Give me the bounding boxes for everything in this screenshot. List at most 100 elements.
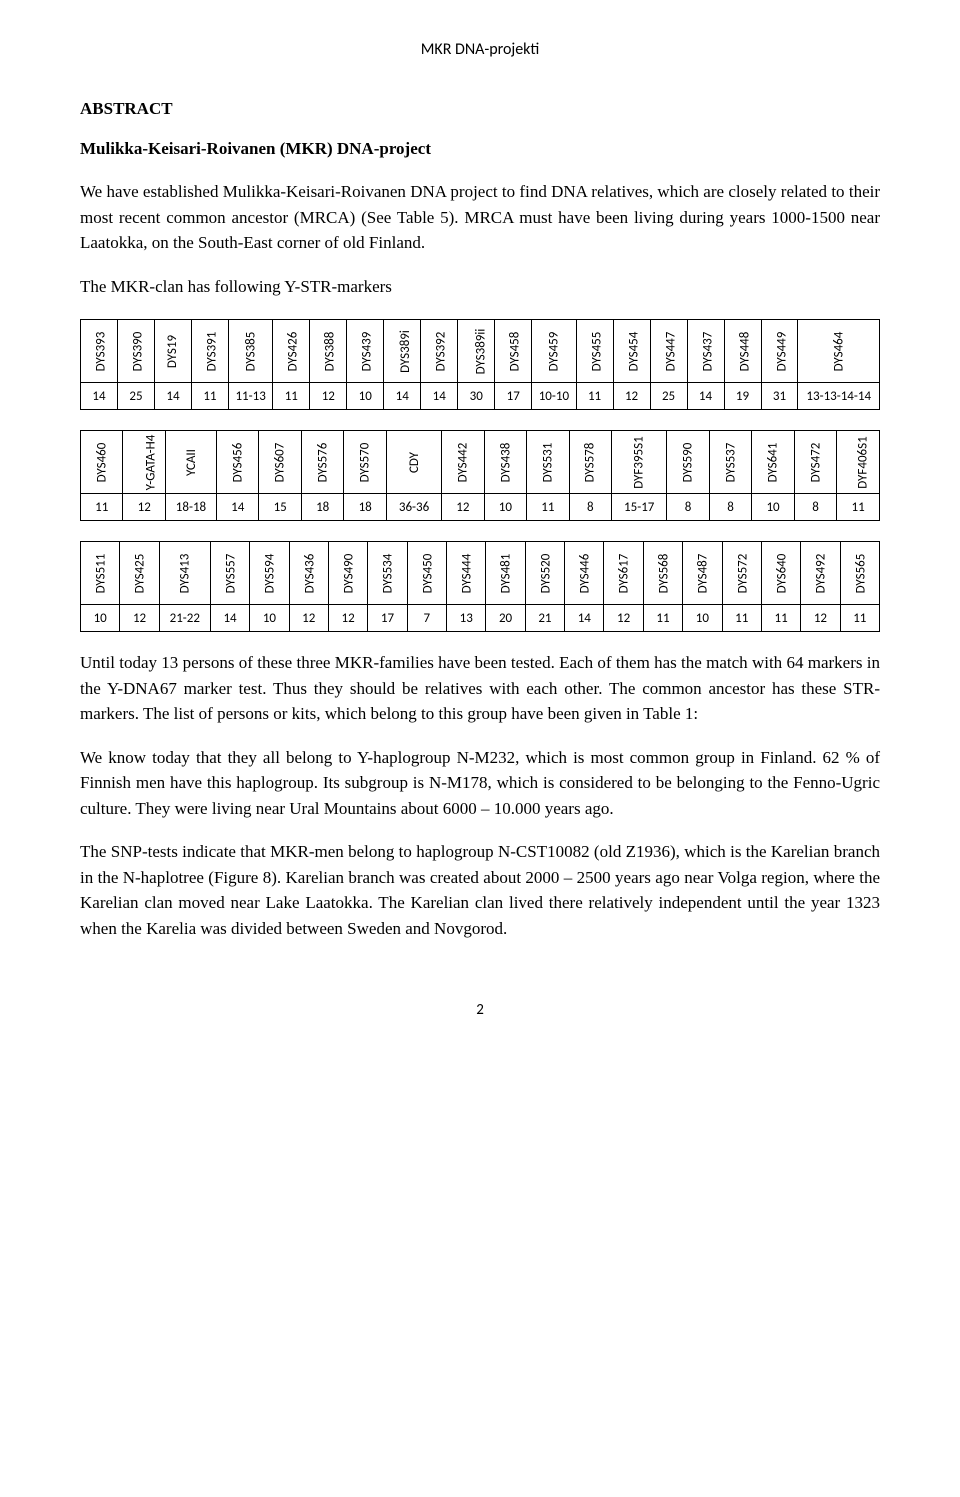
marker-header: DYS454 xyxy=(613,320,650,383)
marker-value: 31 xyxy=(761,383,798,410)
page-number: 2 xyxy=(80,1001,880,1019)
marker-value: 13 xyxy=(447,605,486,632)
marker-value: 30 xyxy=(458,383,495,410)
marker-header: YCAII xyxy=(165,431,216,494)
paragraph-5: The SNP-tests indicate that MKR-men belo… xyxy=(80,839,880,941)
marker-table-2: DYS460Y-GATA-H4YCAIIDYS456DYS607DYS576DY… xyxy=(80,430,880,521)
marker-header: DYS19 xyxy=(154,320,191,383)
marker-header: DYS426 xyxy=(273,320,310,383)
marker-header: DYS460 xyxy=(81,431,123,494)
abstract-heading: ABSTRACT xyxy=(80,99,880,119)
marker-value: 17 xyxy=(495,383,532,410)
marker-header: DYS572 xyxy=(722,542,761,605)
marker-header: DYS449 xyxy=(761,320,798,383)
marker-header: DYS442 xyxy=(442,431,484,494)
marker-value: 11-13 xyxy=(228,383,272,410)
marker-value: 21-22 xyxy=(159,605,210,632)
marker-header: DYS568 xyxy=(643,542,682,605)
marker-value: 20 xyxy=(486,605,525,632)
marker-header: DYS534 xyxy=(368,542,407,605)
marker-value: 11 xyxy=(191,383,228,410)
paragraph-1: We have established Mulikka-Keisari-Roiv… xyxy=(80,179,880,256)
marker-header: DYS520 xyxy=(525,542,564,605)
marker-value: 11 xyxy=(722,605,761,632)
marker-value: 18 xyxy=(301,494,343,521)
marker-header: DYS511 xyxy=(81,542,120,605)
marker-value: 14 xyxy=(216,494,258,521)
marker-value: 11 xyxy=(840,605,879,632)
page: MKR DNA-projekti ABSTRACT Mulikka-Keisar… xyxy=(0,0,960,1059)
marker-value: 10 xyxy=(347,383,384,410)
marker-table-3: DYS511DYS425DYS413DYS557DYS594DYS436DYS4… xyxy=(80,541,880,632)
marker-value: 10 xyxy=(752,494,794,521)
marker-value: 8 xyxy=(794,494,836,521)
marker-header: DYS565 xyxy=(840,542,879,605)
marker-value: 11 xyxy=(643,605,682,632)
marker-value: 8 xyxy=(709,494,751,521)
marker-value: 14 xyxy=(154,383,191,410)
marker-value: 11 xyxy=(81,494,123,521)
marker-value: 10-10 xyxy=(532,383,576,410)
marker-header: DYS392 xyxy=(421,320,458,383)
marker-header: DYS439 xyxy=(347,320,384,383)
marker-header: DYS444 xyxy=(447,542,486,605)
abstract-subtitle: Mulikka-Keisari-Roivanen (MKR) DNA-proje… xyxy=(80,139,880,159)
marker-header: DYS450 xyxy=(407,542,446,605)
marker-header: DYS557 xyxy=(210,542,249,605)
marker-value: 10 xyxy=(484,494,526,521)
marker-value: 17 xyxy=(368,605,407,632)
marker-header: DYS576 xyxy=(301,431,343,494)
marker-header: DYS641 xyxy=(752,431,794,494)
marker-header: DYS455 xyxy=(576,320,613,383)
marker-value: 15 xyxy=(259,494,301,521)
marker-header: DYS607 xyxy=(259,431,301,494)
marker-header: DYS570 xyxy=(344,431,386,494)
marker-header: DYS437 xyxy=(687,320,724,383)
page-header-title: MKR DNA-projekti xyxy=(80,40,880,59)
marker-value: 14 xyxy=(384,383,421,410)
marker-header: DYS438 xyxy=(484,431,526,494)
marker-value: 12 xyxy=(310,383,347,410)
marker-header: DYS413 xyxy=(159,542,210,605)
marker-header: DYS447 xyxy=(650,320,687,383)
marker-header: DYS389i xyxy=(384,320,421,383)
marker-value: 25 xyxy=(117,383,154,410)
marker-value: 10 xyxy=(81,605,120,632)
marker-value: 12 xyxy=(328,605,367,632)
marker-value: 12 xyxy=(613,383,650,410)
marker-header: DYF406S1 xyxy=(837,431,880,494)
marker-header: DYS640 xyxy=(761,542,800,605)
marker-header: DYS446 xyxy=(565,542,604,605)
marker-header: DYS391 xyxy=(191,320,228,383)
marker-value: 19 xyxy=(724,383,761,410)
marker-value: 18-18 xyxy=(165,494,216,521)
marker-header: DYS458 xyxy=(495,320,532,383)
marker-value: 11 xyxy=(527,494,569,521)
marker-value: 11 xyxy=(273,383,310,410)
marker-header: DYS393 xyxy=(81,320,118,383)
marker-header: DYS490 xyxy=(328,542,367,605)
marker-value: 14 xyxy=(565,605,604,632)
marker-value: 7 xyxy=(407,605,446,632)
paragraph-3: Until today 13 persons of these three MK… xyxy=(80,650,880,727)
marker-value: 8 xyxy=(569,494,611,521)
marker-value: 14 xyxy=(687,383,724,410)
marker-header: DYS590 xyxy=(667,431,709,494)
marker-value: 14 xyxy=(210,605,249,632)
marker-header: DYS464 xyxy=(798,320,880,383)
marker-header: DYS448 xyxy=(724,320,761,383)
marker-header: Y-GATA-H4 xyxy=(123,431,165,494)
marker-value: 18 xyxy=(344,494,386,521)
marker-header: DYS492 xyxy=(801,542,840,605)
marker-value: 14 xyxy=(81,383,118,410)
marker-header: DYF395S1 xyxy=(612,431,667,494)
paragraph-4: We know today that they all belong to Y-… xyxy=(80,745,880,822)
marker-value: 21 xyxy=(525,605,564,632)
marker-header: DYS459 xyxy=(532,320,576,383)
marker-value: 10 xyxy=(683,605,722,632)
marker-header: DYS481 xyxy=(486,542,525,605)
marker-value: 8 xyxy=(667,494,709,521)
marker-header: DYS531 xyxy=(527,431,569,494)
marker-header: DYS425 xyxy=(120,542,159,605)
marker-value: 12 xyxy=(801,605,840,632)
